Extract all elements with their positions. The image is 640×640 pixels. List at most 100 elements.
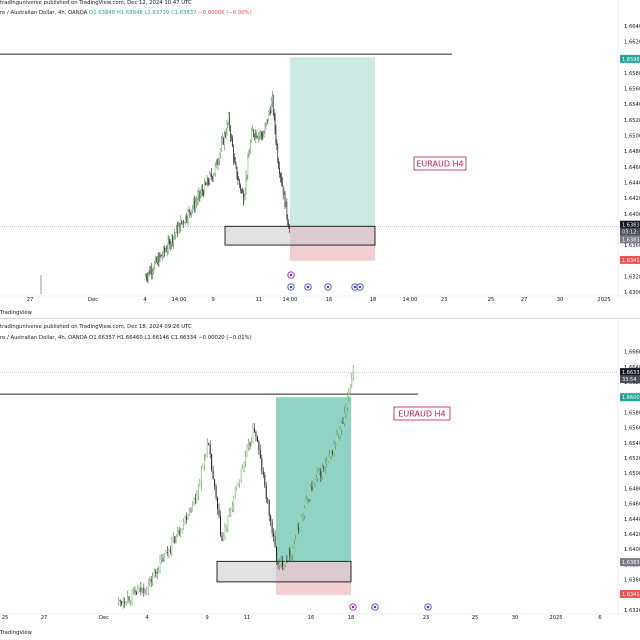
time-tick-label-2: 4 xyxy=(145,615,149,621)
publisher-line: tradinguniverse published on TradingView… xyxy=(0,0,192,6)
price-tag-countdown-2: 33:54 xyxy=(622,377,636,383)
candle-2-body xyxy=(140,587,142,592)
price-tick-label-2: 1.65600 xyxy=(624,426,640,432)
time-tick-label: 14:00 xyxy=(172,297,187,303)
candle-1-body xyxy=(178,223,180,227)
candle-2-body xyxy=(158,570,160,574)
candle-2-body xyxy=(166,552,168,554)
candle-1-body xyxy=(228,115,230,123)
candle-2-body xyxy=(327,456,329,462)
candle-1-body xyxy=(230,127,231,138)
candle-1-body xyxy=(200,193,202,197)
price-tag-countdown-2-bg xyxy=(620,375,640,384)
chart-label: EURAUD H4 xyxy=(416,160,463,169)
candle-2-body xyxy=(141,587,143,592)
price-tag-current-2: 1.6633 xyxy=(622,370,640,376)
candle-1-body xyxy=(224,134,226,136)
event-icon-dot xyxy=(353,285,357,289)
candle-1-body xyxy=(282,186,284,195)
candle-1-body xyxy=(226,123,228,134)
candle-2-body xyxy=(130,600,132,602)
chart-2-svg[interactable]: 1.666001.664001.662001.660001.658001.656… xyxy=(0,320,640,640)
chart-panel-2: tradinguniverse published on TradingView… xyxy=(0,320,640,640)
candle-2-body xyxy=(248,442,250,449)
candle-2-body xyxy=(258,441,260,451)
candle-1-body xyxy=(221,141,222,150)
candle-1-body xyxy=(284,192,286,208)
price-tick-label: 1.65800 xyxy=(624,71,640,77)
candle-2-body xyxy=(314,479,316,482)
candle-2-body xyxy=(249,442,251,446)
demand-zone-box-2 xyxy=(216,560,352,583)
candle-1-body xyxy=(267,119,269,121)
candle-1-body xyxy=(244,189,246,198)
price-tag-entry-bg xyxy=(620,235,640,244)
candle-2-body xyxy=(308,499,310,500)
candle-2-body xyxy=(240,468,242,480)
take-profit-zone xyxy=(290,57,375,227)
candle-2-body xyxy=(352,367,354,379)
candle-2-body xyxy=(336,435,338,445)
candle-2-body xyxy=(163,553,165,562)
candle-2-body xyxy=(245,456,247,462)
candle-2-body xyxy=(214,479,216,487)
candle-1-body xyxy=(211,173,212,177)
candle-1-body xyxy=(184,222,185,224)
candle-2-body xyxy=(349,385,351,393)
candle-2-body xyxy=(131,591,133,601)
price-tick-label: 1.66400 xyxy=(624,24,640,30)
candle-2-body xyxy=(230,509,232,512)
time-tick-label-2: 11 xyxy=(244,615,251,621)
candle-2-body xyxy=(318,470,320,474)
candle-2-body xyxy=(197,484,199,496)
candle-1-body xyxy=(272,95,274,114)
ohlc-close-2: C1.66334 xyxy=(170,335,197,341)
candle-2-body xyxy=(242,467,244,469)
chart-1-svg[interactable]: 1.664001.662001.660001.658001.656001.654… xyxy=(0,0,640,318)
candle-1-body xyxy=(189,209,191,213)
time-tick-label: 11 xyxy=(256,297,263,303)
candle-1-body xyxy=(222,138,223,142)
price-tag-entry-2: 1.6383 xyxy=(622,560,640,566)
event-icon-dot xyxy=(306,285,310,289)
candle-2-body xyxy=(270,515,272,522)
candle-1-body xyxy=(157,258,159,265)
candle-2-body xyxy=(224,528,226,535)
candle-1-body xyxy=(231,137,232,138)
candle-1-body xyxy=(281,182,283,187)
candle-2-body xyxy=(243,461,245,468)
price-tick-label: 1.63200 xyxy=(624,274,640,280)
candle-1-body xyxy=(232,137,233,147)
price-tag-sl: 1.6341 xyxy=(622,258,640,264)
candle-1-body xyxy=(194,202,196,209)
candle-2-body xyxy=(281,561,283,568)
candle-2-body xyxy=(146,591,148,593)
candle-2-body xyxy=(298,528,300,530)
candle-1-body xyxy=(152,271,154,274)
candle-1-body xyxy=(197,195,199,201)
candle-2-body xyxy=(144,592,146,594)
candle-2-body xyxy=(342,423,344,424)
candle-2-body xyxy=(190,510,192,512)
price-tick-label-2: 1.64800 xyxy=(624,486,640,492)
candle-1-body xyxy=(160,255,162,257)
chart-label-box xyxy=(413,156,467,171)
time-tick-label: 16 xyxy=(326,297,333,303)
candle-2-body xyxy=(231,506,233,510)
tradingview-footer: TradingView xyxy=(0,310,33,316)
price-tag-tp: 1.6598 xyxy=(622,57,640,63)
candle-1-body xyxy=(220,149,221,155)
time-tick-label: 9 xyxy=(211,297,214,303)
candle-1-body xyxy=(195,201,197,203)
candle-2-body xyxy=(208,443,210,445)
candle-2-body xyxy=(153,572,155,578)
time-tick-label: 23 xyxy=(441,297,448,303)
time-tick-label: 27 xyxy=(521,297,528,303)
event-icon-dot xyxy=(326,285,330,289)
candle-2-body xyxy=(292,548,294,555)
candle-2-body xyxy=(330,451,332,456)
candle-1-body xyxy=(288,222,289,229)
candle-1-body xyxy=(287,215,289,223)
price-tick-label: 1.65400 xyxy=(624,102,640,108)
candle-1-body xyxy=(186,220,188,221)
